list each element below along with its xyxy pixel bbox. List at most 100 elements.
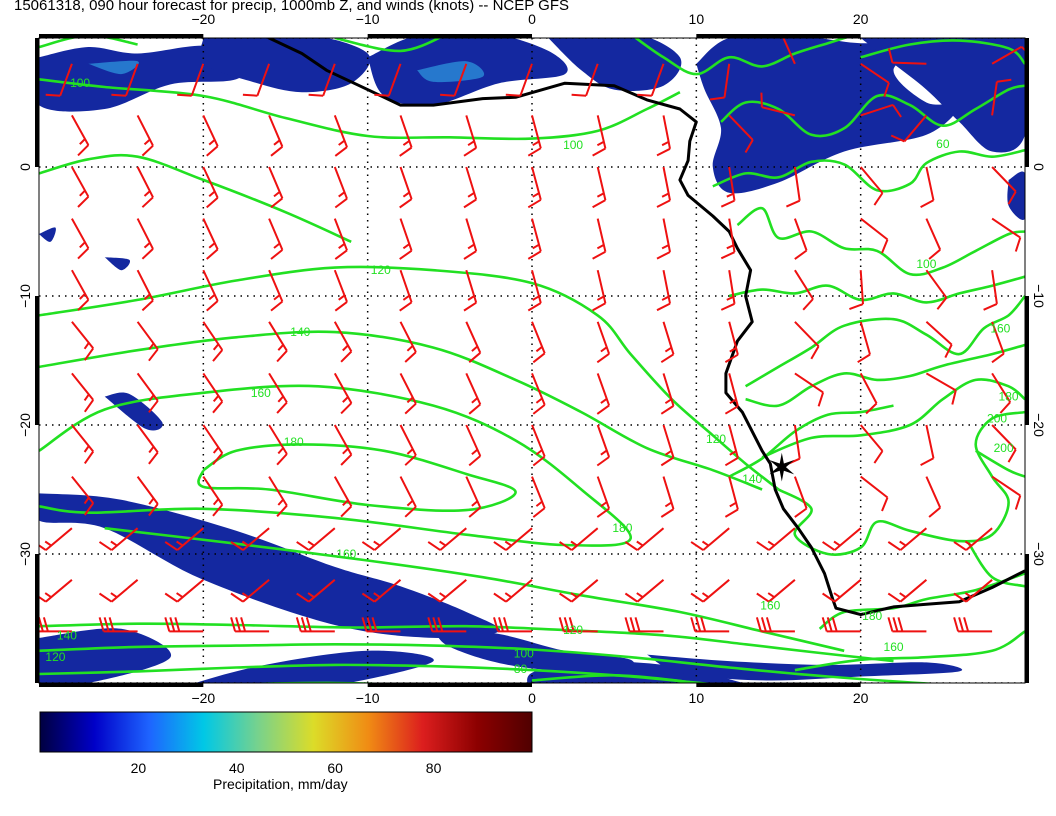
- wind-barb: [202, 476, 224, 517]
- wind-barb: [531, 321, 546, 364]
- wind-barb: [98, 617, 138, 633]
- wind-barb: [724, 476, 739, 518]
- contour-label: 160: [251, 386, 271, 400]
- contour-line: [104, 526, 845, 653]
- contour-label: 120: [563, 623, 583, 637]
- contour-line: [736, 206, 1025, 277]
- contour-line: [197, 443, 517, 513]
- contour-line: [966, 540, 1025, 588]
- contour-line: [39, 384, 632, 547]
- wind-barbs: [39, 38, 1025, 633]
- frame-bar: [367, 683, 532, 687]
- wind-barb: [164, 527, 204, 551]
- wind-barb: [860, 217, 889, 254]
- map-frame: [35, 34, 1029, 687]
- wind-barb: [953, 617, 993, 633]
- wind-barb: [268, 218, 284, 260]
- wind-barb: [164, 579, 204, 603]
- wind-barb: [821, 617, 861, 633]
- wind-barb: [268, 321, 288, 363]
- wind-barb: [296, 527, 336, 551]
- wind-barb: [39, 527, 73, 551]
- wind-barb: [755, 617, 795, 633]
- wind-barb: [991, 166, 1017, 205]
- wind-barb: [268, 476, 288, 517]
- wind-barb: [785, 424, 801, 466]
- contour-line: [860, 39, 1025, 65]
- wind-barb: [887, 527, 928, 551]
- wind-barb: [860, 475, 889, 512]
- wind-barb: [527, 166, 542, 209]
- lat-tick-label-right: −30: [1031, 542, 1047, 566]
- wind-barb: [39, 579, 73, 603]
- lon-tick-label-top: 20: [853, 11, 869, 27]
- wind-barb: [559, 579, 599, 603]
- colorbar: [39, 711, 533, 753]
- contour-label: 160: [884, 640, 904, 654]
- wind-barb: [859, 372, 878, 415]
- wind-barb: [690, 617, 730, 633]
- contour-line: [975, 449, 1025, 478]
- wind-barb: [399, 372, 417, 415]
- precip-field: [39, 38, 1025, 683]
- wind-barb: [202, 321, 224, 362]
- lon-tick-label-top: 10: [689, 11, 705, 27]
- frame-bar: [35, 38, 39, 167]
- wind-barb: [660, 373, 675, 415]
- wind-barb: [860, 103, 902, 118]
- wind-barb: [427, 527, 467, 551]
- wind-barb: [71, 372, 95, 413]
- wind-barb: [527, 218, 542, 260]
- contour-line: [39, 643, 939, 683]
- wind-barb: [991, 321, 1005, 364]
- wind-barb: [374, 63, 402, 97]
- contour-label: 180: [862, 609, 882, 623]
- wind-barb: [268, 269, 284, 312]
- contour-label: 120: [706, 432, 726, 446]
- wind-barb: [596, 424, 611, 467]
- wind-barb: [202, 424, 224, 465]
- wind-barb: [624, 617, 664, 633]
- wind-barb: [860, 62, 890, 98]
- frame-bar: [1025, 296, 1029, 425]
- contour-label: 140: [57, 628, 77, 642]
- wind-barb: [202, 218, 219, 260]
- contour-label: 160: [336, 547, 356, 561]
- wind-barb: [720, 270, 736, 311]
- contour-label: 200: [987, 412, 1007, 426]
- wind-barb: [728, 114, 754, 154]
- africa-coastline: [267, 38, 1025, 617]
- wind-barb: [756, 579, 796, 603]
- wind-barb: [925, 218, 942, 260]
- wind-barb: [592, 269, 607, 312]
- wind-barb: [399, 115, 413, 157]
- wind-barb: [71, 475, 95, 516]
- contour-line: [761, 378, 1025, 459]
- contour-label: 140: [290, 325, 310, 339]
- wind-barb: [71, 166, 90, 208]
- contour-line: [39, 153, 352, 243]
- precip-area: [1007, 171, 1025, 220]
- precip-core: [88, 60, 139, 75]
- wind-barb: [991, 424, 1017, 463]
- wind-barb: [559, 527, 599, 551]
- wind-barb: [268, 424, 288, 466]
- wind-barb: [333, 218, 348, 260]
- colorbar-label: Precipitation, mm/day: [213, 776, 348, 792]
- wind-barb: [333, 166, 348, 209]
- precip-area: [39, 628, 171, 683]
- frame-bar: [39, 683, 204, 687]
- contour-labels: 1001001201401601801801201401601601401201…: [45, 76, 1018, 683]
- lat-tick-label-left: −20: [17, 413, 33, 437]
- wind-barb: [98, 527, 139, 551]
- wind-barb: [399, 424, 417, 466]
- contour-label: 180: [284, 435, 304, 449]
- wind-barb: [399, 476, 417, 518]
- location-marker: ✶: [766, 446, 798, 490]
- wind-barb: [660, 476, 675, 518]
- lat-tick-label-right: −20: [1031, 413, 1047, 437]
- wind-barb: [983, 270, 998, 311]
- contour-label: 200: [994, 441, 1014, 455]
- wind-barb: [991, 475, 1022, 510]
- wind-barb: [925, 321, 953, 359]
